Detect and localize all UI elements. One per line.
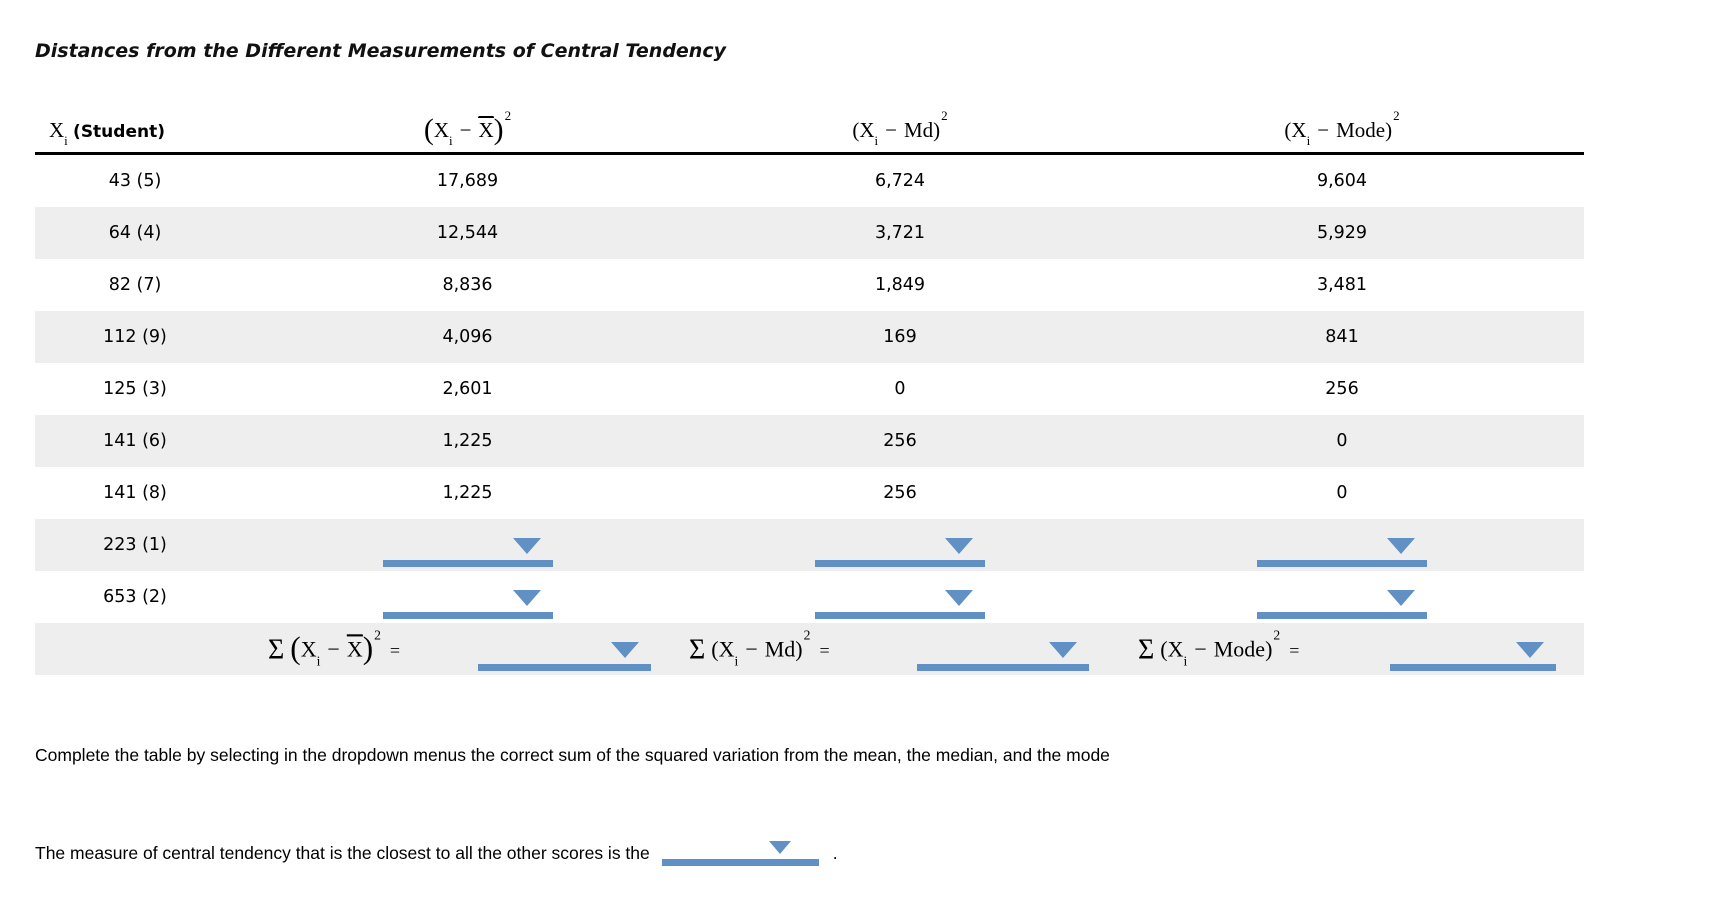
table-row: 125 (3) 2,601 0 256 [35, 363, 1584, 415]
cell-mean-sq: 8,836 [442, 275, 493, 295]
dropdown-underline [917, 664, 1089, 671]
dropdown-underline [661, 859, 819, 866]
chevron-down-icon [945, 538, 973, 554]
cell-mode-sq: 0 [1336, 431, 1348, 451]
table-row: 223 (1) [35, 519, 1584, 571]
dropdown-underline [1390, 664, 1556, 671]
instructions-text: Complete the table by selecting in the d… [35, 745, 1110, 765]
cell-median-sq: 256 [883, 431, 917, 451]
dropdown-mode-row-223[interactable] [1257, 533, 1427, 567]
dropdown-underline [478, 664, 651, 671]
chevron-down-icon [611, 642, 639, 658]
cell-student: 141 (6) [103, 431, 167, 451]
dropdown-underline [1257, 612, 1427, 619]
cell-student: 64 (4) [108, 223, 162, 243]
cell-mean-sq: 12,544 [436, 223, 499, 243]
cell-median-sq: 256 [883, 483, 917, 503]
cell-student: 653 (2) [103, 587, 167, 607]
cell-mode-sq: 256 [1325, 379, 1359, 399]
student-label: (Student) [73, 121, 165, 142]
chevron-down-icon [1387, 590, 1415, 606]
cell-mode-sq: 0 [1336, 483, 1348, 503]
dropdown-median-row-653[interactable] [815, 585, 985, 619]
page-title: Distances from the Different Measurement… [35, 40, 726, 62]
chevron-down-icon [1516, 642, 1544, 658]
cell-median-sq: 1,849 [874, 275, 926, 295]
dropdown-sum-mean[interactable] [478, 637, 651, 671]
cell-mode-sq [1100, 571, 1584, 623]
chevron-down-icon [945, 590, 973, 606]
cell-mode-sq: 841 [1325, 327, 1359, 347]
cell-mean-sq [235, 571, 700, 623]
table-row: 43 (5) 17,689 6,724 9,604 [35, 155, 1584, 207]
sigma-symbol: Σ [689, 634, 706, 666]
sum-label-mean: Σ (Xi − X)2= [268, 627, 401, 669]
cell-median-sq: 169 [883, 327, 917, 347]
table-row: 653 (2) [35, 571, 1584, 623]
table-row: 82 (7) 8,836 1,849 3,481 [35, 259, 1584, 311]
cell-mode-sq: 5,929 [1316, 223, 1368, 243]
question-period: . [832, 843, 838, 863]
cell-median-sq: 3,721 [874, 223, 926, 243]
cell-mean-sq [235, 519, 700, 571]
cell-mean-sq: 2,601 [442, 379, 493, 399]
symbol-x: X [49, 117, 65, 142]
cell-student: 112 (9) [103, 327, 167, 347]
table-header-row: Xi (Student) (Xi − X)2 (Xi − Md)2 (Xi − Mode)2 [35, 93, 1584, 155]
cell-student: 43 (5) [108, 171, 162, 191]
cell-median-sq [700, 571, 1100, 623]
chevron-down-icon [768, 841, 791, 854]
sigma-symbol: Σ [1138, 634, 1155, 666]
question-text: The measure of central tendency that is … [35, 843, 650, 863]
cell-student: 82 (7) [108, 275, 162, 295]
dropdown-mean-row-223[interactable] [382, 533, 553, 567]
chevron-down-icon [512, 538, 541, 554]
cell-student: 223 (1) [103, 535, 167, 555]
cell-mean-sq: 1,225 [442, 431, 493, 451]
dropdown-underline [1257, 560, 1427, 567]
dropdown-mode-row-653[interactable] [1257, 585, 1427, 619]
column-header-median-sq: (Xi − Md)2 [852, 108, 948, 149]
sum-row: Σ (Xi − X)2= Σ (Xi − Md)2= Σ (Xi − Mode)2= [35, 623, 1584, 675]
x-bar-symbol: X [478, 116, 494, 142]
cell-median-sq: 6,724 [874, 171, 926, 191]
dropdown-underline [382, 612, 553, 619]
sum-label-mode: Σ (Xi − Mode)2= [1138, 627, 1300, 669]
table-row: 141 (6) 1,225 256 0 [35, 415, 1584, 467]
dropdown-underline [815, 560, 985, 567]
column-header-mean-sq: (Xi − X)2 [423, 108, 512, 149]
measurement-table: Xi (Student) (Xi − X)2 (Xi − Md)2 (Xi − Mode)2… [35, 93, 1584, 675]
dropdown-sum-mode[interactable] [1390, 637, 1556, 671]
table-row: 112 (9) 4,096 169 841 [35, 311, 1584, 363]
dropdown-underline [382, 560, 553, 567]
table-row: 64 (4) 12,544 3,721 5,929 [35, 207, 1584, 259]
question-line: The measure of central tendency that is … [35, 836, 838, 866]
sigma-symbol: Σ [268, 634, 285, 666]
dropdown-underline [815, 612, 985, 619]
cell-mean-sq: 17,689 [436, 171, 499, 191]
cell-mean-sq: 4,096 [442, 327, 493, 347]
dropdown-sum-median[interactable] [917, 637, 1089, 671]
column-header-mode-sq: (Xi − Mode)2 [1284, 108, 1400, 149]
subscript-i: i [64, 133, 68, 149]
dropdown-mean-row-653[interactable] [382, 585, 553, 619]
cell-mean-sq: 1,225 [442, 483, 493, 503]
dropdown-median-row-223[interactable] [815, 533, 985, 567]
cell-median-sq: 0 [894, 379, 906, 399]
column-header-student: Xi (Student) [35, 117, 235, 149]
table-row: 141 (8) 1,225 256 0 [35, 467, 1584, 519]
cell-student: 141 (8) [103, 483, 167, 503]
sum-label-median: Σ (Xi − Md)2= [689, 627, 830, 669]
cell-mode-sq: 3,481 [1316, 275, 1368, 295]
chevron-down-icon [1049, 642, 1077, 658]
dropdown-answer[interactable] [661, 836, 819, 866]
cell-median-sq [700, 519, 1100, 571]
cell-mode-sq: 9,604 [1316, 171, 1368, 191]
chevron-down-icon [1387, 538, 1415, 554]
x-bar-symbol: X [346, 635, 363, 662]
cell-student: 125 (3) [103, 379, 167, 399]
chevron-down-icon [512, 590, 541, 606]
cell-mode-sq [1100, 519, 1584, 571]
